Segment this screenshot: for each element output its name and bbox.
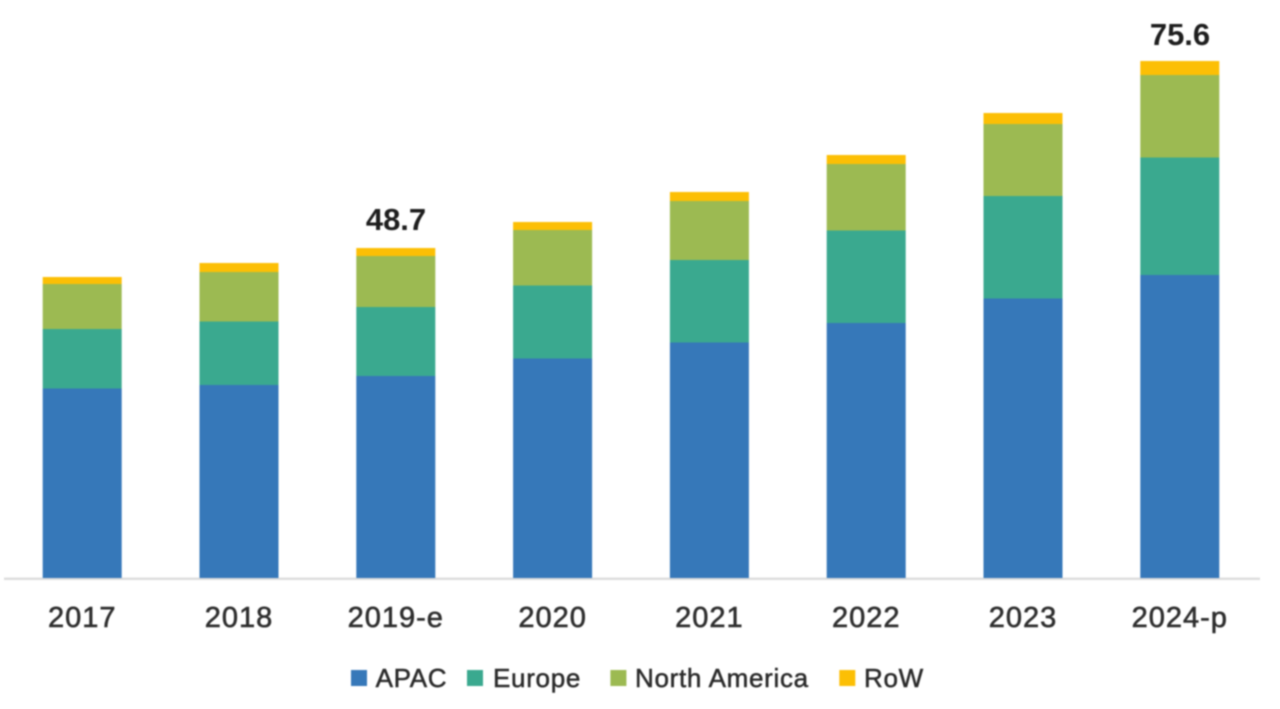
svg-text:2023: 2023 xyxy=(989,602,1058,634)
svg-text:Europe: Europe xyxy=(493,663,581,693)
svg-text:48.7: 48.7 xyxy=(366,202,426,237)
svg-text:2021: 2021 xyxy=(675,602,744,634)
svg-text:2017: 2017 xyxy=(48,602,117,634)
svg-text:APAC: APAC xyxy=(376,663,448,693)
svg-text:North America: North America xyxy=(635,663,809,693)
svg-text:75.6: 75.6 xyxy=(1150,17,1210,52)
svg-text:RoW: RoW xyxy=(864,663,924,693)
svg-text:2018: 2018 xyxy=(205,602,274,634)
svg-text:2020: 2020 xyxy=(518,602,587,634)
svg-text:2019-e: 2019-e xyxy=(348,602,444,634)
svg-text:2024-p: 2024-p xyxy=(1132,602,1228,634)
svg-text:2022: 2022 xyxy=(832,602,901,634)
